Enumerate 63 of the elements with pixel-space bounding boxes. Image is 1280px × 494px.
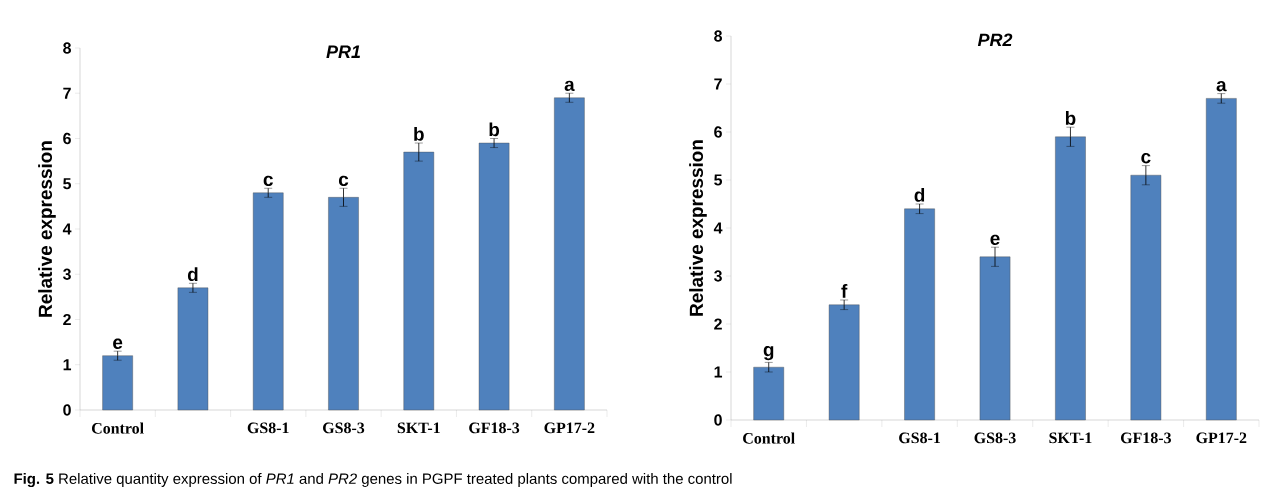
- data-label: a: [564, 80, 575, 92]
- data-label: c: [263, 175, 273, 187]
- data-label: f: [841, 284, 848, 298]
- data-label: e: [113, 338, 123, 349]
- bar: [1130, 175, 1162, 421]
- y-tick-label: 5: [63, 178, 72, 190]
- y-tick-label: 7: [714, 78, 722, 90]
- x-tick-label: GS8-1: [247, 422, 289, 434]
- data-label: g: [763, 346, 774, 361]
- x-tick-label: SKT-1: [397, 422, 440, 434]
- y-tick-label: 5: [714, 174, 723, 186]
- bar: [1206, 98, 1237, 421]
- y-tick-label: 6: [63, 132, 71, 145]
- data-label: e: [990, 234, 1000, 245]
- bar: [753, 367, 785, 421]
- x-tick-label: GS8-1: [899, 432, 941, 444]
- bar: [828, 304, 860, 421]
- bar: [979, 256, 1011, 421]
- text: Fig. 5 Relative quantity expression of PR1 and PR2 genes in PGPF treated plants compared with the control: [14, 473, 732, 487]
- chart-title: PR2: [977, 33, 1013, 47]
- x-tick-label: GP17-2: [1196, 432, 1247, 444]
- bar: [554, 97, 585, 411]
- bar: [177, 287, 209, 411]
- y-tick-label: 8: [63, 42, 71, 54]
- data-label: b: [414, 126, 424, 141]
- bar: [904, 208, 935, 421]
- x-tick-label: Control: [743, 432, 795, 444]
- data-label: a: [1216, 81, 1227, 92]
- bar: [403, 151, 435, 411]
- data-label: d: [187, 267, 198, 282]
- x-tick-label: GF18-3: [1120, 432, 1171, 444]
- x-tick-label: GF18-3: [469, 422, 520, 434]
- data-label: b: [1065, 111, 1076, 125]
- y-tick-label: 4: [62, 223, 72, 235]
- y-axis-title: Relative expression: [38, 141, 56, 317]
- y-tick-label: 2: [63, 313, 71, 326]
- x-tick-label: SKT-1: [1049, 432, 1092, 444]
- bar: [1055, 136, 1086, 421]
- y-tick-label: 8: [714, 30, 722, 42]
- data-label: d: [914, 187, 925, 202]
- bar: [328, 197, 359, 411]
- y-tick-label: 6: [714, 126, 722, 138]
- y-tick-label: 0: [714, 414, 722, 426]
- x-tick-label: GS8-3: [974, 432, 1016, 444]
- y-tick-label: 3: [62, 268, 71, 280]
- data-label: c: [1141, 153, 1151, 164]
- y-axis-title: Relative expression: [689, 140, 707, 316]
- bar: [252, 192, 284, 411]
- bar: [478, 142, 510, 411]
- y-tick-label: 3: [713, 270, 722, 282]
- x-tick-label: GP17-2: [544, 422, 595, 434]
- y-tick-label: 1: [63, 359, 72, 371]
- bar: [102, 355, 133, 411]
- chart-title: PR1: [326, 45, 360, 58]
- y-tick-label: 2: [714, 318, 722, 330]
- x-tick-label: Control: [92, 422, 144, 434]
- data-label: b: [489, 122, 500, 137]
- x-tick-label: GS8-3: [323, 422, 365, 434]
- y-tick-label: 0: [63, 404, 71, 416]
- y-tick-label: 4: [713, 222, 723, 234]
- y-tick-label: 7: [63, 87, 71, 99]
- data-label: c: [338, 175, 349, 187]
- y-tick-label: 1: [714, 366, 723, 378]
